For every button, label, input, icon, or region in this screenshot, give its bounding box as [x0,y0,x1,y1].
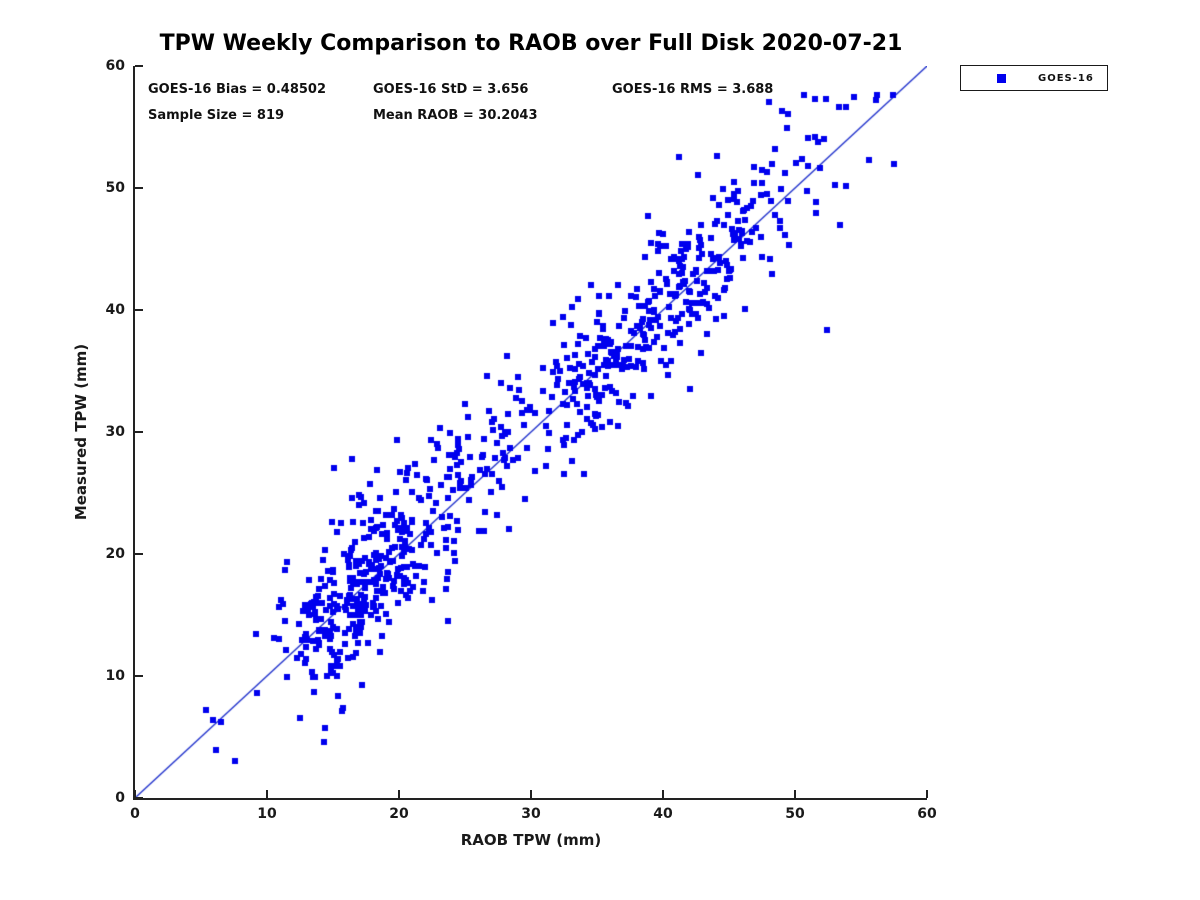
legend: GOES-16 [960,65,1108,91]
y-tick-mark [135,187,143,189]
stat-rms: GOES-16 RMS = 3.688 [612,82,774,97]
x-tick-mark [926,790,928,798]
y-tick-label: 50 [105,180,125,196]
stat-mean-raob: Mean RAOB = 30.2043 [373,108,538,123]
stat-std: GOES-16 StD = 3.656 [373,82,529,97]
x-tick-mark [398,790,400,798]
x-tick-label: 10 [257,806,277,822]
x-tick-mark [266,790,268,798]
y-tick-label: 60 [105,58,125,74]
stat-sample-size: Sample Size = 819 [148,108,285,123]
x-tick-label: 30 [521,806,541,822]
y-tick-mark [135,309,143,311]
legend-label: GOES-16 [1038,72,1094,84]
chart-title: TPW Weekly Comparison to RAOB over Full … [159,31,903,56]
x-tick-mark [134,790,136,798]
x-tick-mark [530,790,532,798]
y-tick-label: 40 [105,302,125,318]
x-tick-label: 40 [653,806,673,822]
x-tick-label: 0 [130,806,140,822]
y-tick-mark [135,431,143,433]
x-tick-label: 50 [785,806,805,822]
y-tick-mark [135,797,143,799]
stat-bias: GOES-16 Bias = 0.48502 [148,82,327,97]
scatter-canvas [135,66,927,798]
y-tick-label: 0 [115,790,125,806]
x-axis-label: RAOB TPW (mm) [460,831,602,849]
x-tick-mark [662,790,664,798]
y-tick-label: 30 [105,424,125,440]
legend-marker-square [997,73,1006,83]
plot-area [133,65,928,800]
x-tick-label: 20 [389,806,409,822]
y-tick-label: 20 [105,546,125,562]
x-tick-mark [794,790,796,798]
y-tick-label: 10 [105,668,125,684]
y-tick-mark [135,675,143,677]
x-tick-label: 60 [917,806,937,822]
y-tick-mark [135,65,143,67]
y-tick-mark [135,553,143,555]
